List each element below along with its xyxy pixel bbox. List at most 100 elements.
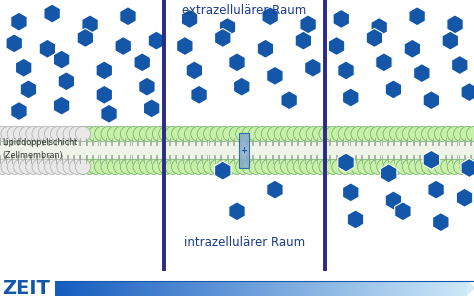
- Ellipse shape: [75, 126, 91, 141]
- Bar: [358, 281, 360, 296]
- Bar: [184, 281, 185, 296]
- Polygon shape: [6, 34, 22, 53]
- Bar: [461, 281, 463, 296]
- Bar: [266, 281, 268, 296]
- Bar: [270, 281, 272, 296]
- Polygon shape: [11, 102, 27, 120]
- Polygon shape: [385, 191, 401, 210]
- Ellipse shape: [197, 126, 212, 141]
- Bar: [342, 281, 344, 296]
- Bar: [62, 281, 63, 296]
- Bar: [394, 281, 396, 296]
- Bar: [445, 281, 447, 296]
- Bar: [456, 281, 458, 296]
- Bar: [203, 281, 205, 296]
- Bar: [267, 281, 269, 296]
- Polygon shape: [404, 39, 420, 58]
- Ellipse shape: [357, 126, 373, 141]
- Bar: [265, 281, 267, 296]
- Bar: [210, 281, 212, 296]
- Bar: [316, 281, 318, 296]
- Bar: [196, 281, 198, 296]
- Bar: [305, 281, 307, 296]
- Ellipse shape: [306, 126, 321, 141]
- Bar: [364, 281, 365, 296]
- Ellipse shape: [108, 159, 123, 174]
- Bar: [222, 281, 224, 296]
- Ellipse shape: [223, 159, 238, 174]
- Ellipse shape: [13, 126, 28, 141]
- Ellipse shape: [184, 126, 200, 141]
- Bar: [313, 281, 315, 296]
- Bar: [460, 281, 462, 296]
- Bar: [325, 281, 327, 296]
- Ellipse shape: [261, 159, 276, 174]
- Ellipse shape: [248, 159, 264, 174]
- Polygon shape: [338, 153, 354, 172]
- Polygon shape: [54, 50, 70, 69]
- Bar: [109, 281, 111, 296]
- Bar: [105, 281, 107, 296]
- Bar: [228, 281, 229, 296]
- Bar: [125, 281, 127, 296]
- Bar: [200, 281, 202, 296]
- Ellipse shape: [293, 159, 309, 174]
- Ellipse shape: [345, 126, 360, 141]
- Ellipse shape: [255, 126, 270, 141]
- Bar: [177, 281, 179, 296]
- Bar: [207, 281, 209, 296]
- Bar: [279, 281, 281, 296]
- Polygon shape: [77, 29, 93, 47]
- Bar: [345, 281, 346, 296]
- Ellipse shape: [197, 159, 212, 174]
- Bar: [299, 281, 301, 296]
- Bar: [185, 281, 187, 296]
- Bar: [303, 281, 305, 296]
- Bar: [302, 281, 304, 296]
- Bar: [404, 281, 406, 296]
- Polygon shape: [229, 202, 245, 221]
- Bar: [375, 281, 377, 296]
- Ellipse shape: [357, 159, 373, 174]
- Polygon shape: [219, 18, 236, 36]
- Bar: [148, 281, 150, 296]
- Ellipse shape: [152, 159, 167, 174]
- Bar: [412, 281, 414, 296]
- Polygon shape: [39, 39, 55, 58]
- Ellipse shape: [268, 126, 283, 141]
- Ellipse shape: [95, 126, 110, 141]
- Bar: [0, 129, 474, 171]
- Polygon shape: [333, 10, 349, 28]
- Ellipse shape: [312, 159, 328, 174]
- Bar: [386, 281, 388, 296]
- Bar: [391, 281, 393, 296]
- Bar: [201, 281, 203, 296]
- Bar: [447, 281, 448, 296]
- Bar: [285, 281, 287, 296]
- Ellipse shape: [19, 159, 35, 174]
- Bar: [296, 281, 298, 296]
- Bar: [212, 281, 214, 296]
- Bar: [438, 281, 440, 296]
- Bar: [145, 281, 147, 296]
- Polygon shape: [456, 188, 473, 207]
- Bar: [442, 281, 444, 296]
- Ellipse shape: [75, 126, 91, 141]
- Ellipse shape: [82, 126, 97, 141]
- Bar: [390, 281, 392, 296]
- Bar: [102, 281, 104, 296]
- Bar: [192, 281, 194, 296]
- Polygon shape: [381, 164, 397, 183]
- Bar: [68, 281, 70, 296]
- Ellipse shape: [146, 126, 161, 141]
- Bar: [97, 281, 99, 296]
- Bar: [56, 281, 58, 296]
- Bar: [91, 281, 93, 296]
- Bar: [244, 281, 246, 296]
- Ellipse shape: [454, 159, 469, 174]
- Polygon shape: [267, 180, 283, 199]
- Bar: [426, 281, 428, 296]
- Bar: [317, 281, 319, 296]
- Ellipse shape: [7, 126, 22, 141]
- Bar: [339, 281, 341, 296]
